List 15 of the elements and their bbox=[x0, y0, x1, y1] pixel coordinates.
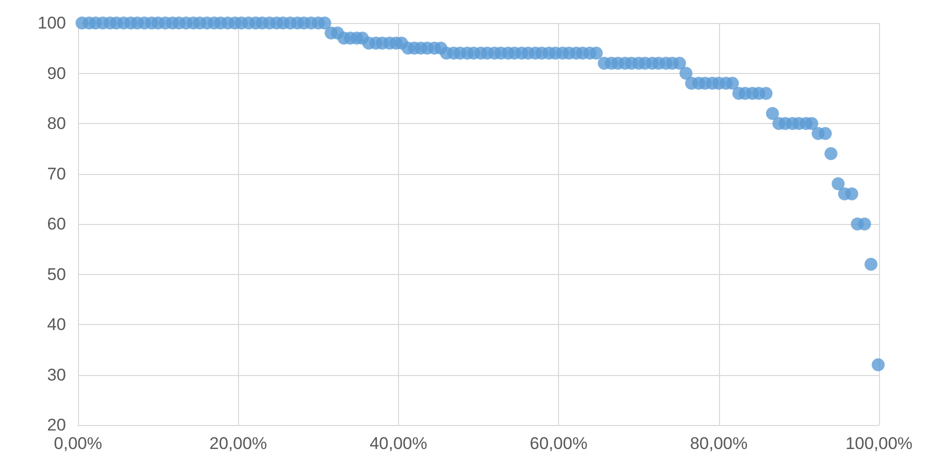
y-tick-label: 40 bbox=[47, 315, 66, 334]
x-tick-label: 100,00% bbox=[845, 434, 913, 453]
y-tick-label: 80 bbox=[47, 114, 66, 133]
x-tick-label: 60,00% bbox=[530, 434, 588, 453]
y-tick-label: 70 bbox=[47, 164, 66, 184]
y-tick-label: 60 bbox=[47, 214, 66, 234]
y-tick-label: 30 bbox=[47, 365, 66, 384]
y-tick-label: 100 bbox=[38, 14, 66, 32]
x-tick-label: 20,00% bbox=[209, 434, 268, 453]
x-tick-label: 80,00% bbox=[690, 434, 748, 453]
y-tick-label: 20 bbox=[47, 416, 66, 434]
y-tick-label: 50 bbox=[47, 264, 66, 284]
y-tick-label: 90 bbox=[47, 64, 66, 83]
x-tick-label: 40,00% bbox=[370, 434, 428, 453]
x-tick-label: 0,00% bbox=[54, 434, 102, 453]
